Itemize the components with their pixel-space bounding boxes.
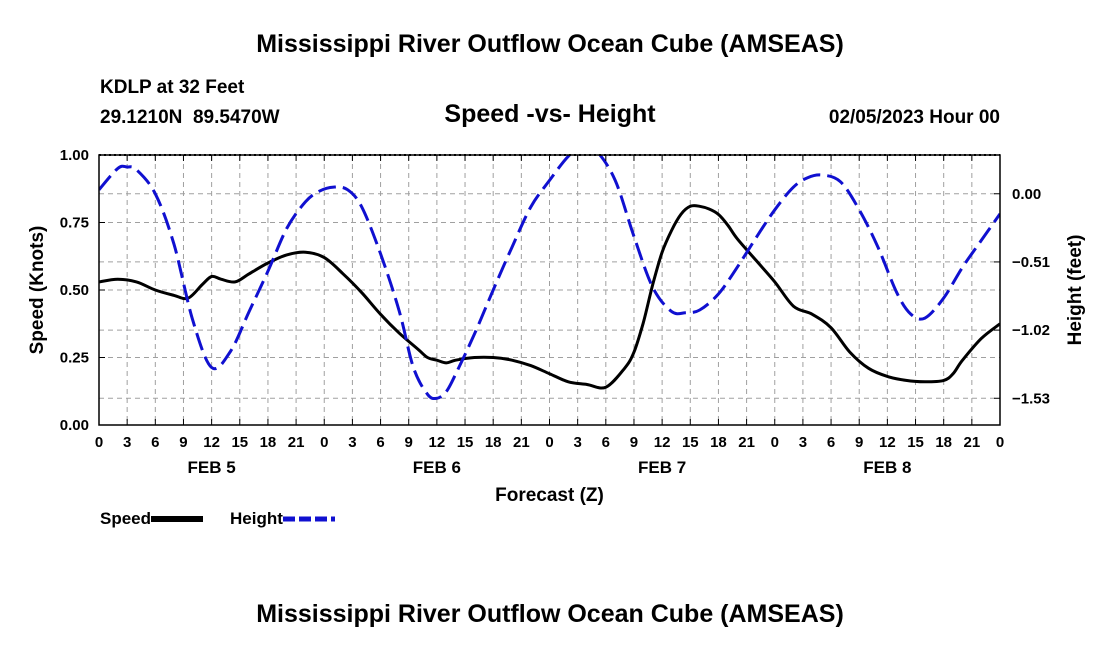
x-tick-label: 15: [907, 434, 924, 451]
y2-axis-title: Height (feet): [1065, 235, 1086, 346]
x-tick-label: 3: [123, 434, 131, 451]
x-axis-title: Forecast (Z): [495, 485, 604, 506]
x-tick-label: 9: [630, 434, 638, 451]
coordinates-label: 29.1210N 89.5470W: [100, 107, 280, 128]
x-tick-label: 9: [855, 434, 863, 451]
x-tick-label: 0: [545, 434, 553, 451]
y2-tick-label: 0.00: [1012, 186, 1041, 203]
day-label: FEB 7: [638, 458, 686, 477]
x-tick-label: 21: [513, 434, 530, 451]
x-tick-label: 12: [429, 434, 446, 451]
y-tick-label: 0.25: [60, 350, 89, 367]
x-tick-label: 0: [95, 434, 103, 451]
x-tick-label: 9: [405, 434, 413, 451]
x-tick-label: 15: [231, 434, 248, 451]
footer-title: Mississippi River Outflow Ocean Cube (AM…: [256, 600, 844, 628]
x-tick-label: 18: [485, 434, 502, 451]
x-tick-label: 0: [320, 434, 328, 451]
legend-speed-label: Speed: [100, 509, 152, 528]
y2-tick-label: −0.51: [1012, 254, 1050, 271]
axis-labels: 0 3 6 9 12 15 18 21 0 3 6 9 12 15 18 21 0 3 6 9 12 15 18 21 0 3 6 9…: [27, 147, 1086, 506]
chart-title: Mississippi River Outflow Ocean Cube (AM…: [256, 30, 844, 58]
x-tick-label: 18: [710, 434, 727, 451]
legend-height-swatch: [282, 516, 335, 522]
y-tick-label: 0.00: [60, 417, 89, 434]
x-tick-label: 9: [179, 434, 187, 451]
height-series-line: [99, 155, 1000, 401]
x-tick-label: 6: [602, 434, 610, 451]
legend-speed: Speed: [100, 509, 204, 529]
station-label: KDLP at 32 Feet: [100, 77, 245, 98]
x-tick-label: 18: [935, 434, 952, 451]
day-label: FEB 8: [863, 458, 911, 477]
series-layer: [99, 155, 1000, 401]
legend-height: Height: [230, 509, 335, 529]
y-tick-label: 0.50: [60, 282, 89, 299]
day-label: FEB 5: [188, 458, 236, 477]
x-tick-label: 21: [288, 434, 305, 451]
x-tick-label: 6: [827, 434, 835, 451]
day-label: FEB 6: [413, 458, 461, 477]
x-tick-label: 12: [654, 434, 671, 451]
x-tick-label: 6: [151, 434, 159, 451]
x-tick-label: 3: [348, 434, 356, 451]
legend-speed-swatch: [151, 516, 204, 522]
legend-height-label: Height: [230, 509, 283, 528]
y-tick-label: 1.00: [60, 147, 89, 164]
x-tick-label: 21: [738, 434, 755, 451]
x-tick-label: 3: [799, 434, 807, 451]
x-tick-label: 21: [964, 434, 981, 451]
x-tick-label: 3: [573, 434, 581, 451]
x-tick-label: 6: [376, 434, 384, 451]
x-tick-label: 12: [203, 434, 220, 451]
grid-lines: [99, 155, 1000, 425]
y2-tick-label: −1.53: [1012, 390, 1050, 407]
x-tick-label: 0: [771, 434, 779, 451]
x-tick-label: 15: [457, 434, 474, 451]
y2-tick-label: −1.02: [1012, 322, 1050, 339]
x-tick-label: 15: [682, 434, 699, 451]
speed-series-line: [99, 204, 1000, 390]
y-tick-label: 0.75: [60, 215, 89, 232]
axes: [98, 154, 1001, 426]
chart-subtitle: Speed -vs- Height: [444, 100, 656, 128]
y-axis-title: Speed (Knots): [27, 226, 48, 355]
x-tick-label: 0: [996, 434, 1004, 451]
forecast-datetime: 02/05/2023 Hour 00: [828, 107, 1000, 128]
x-tick-label: 12: [879, 434, 896, 451]
x-tick-label: 18: [260, 434, 277, 451]
